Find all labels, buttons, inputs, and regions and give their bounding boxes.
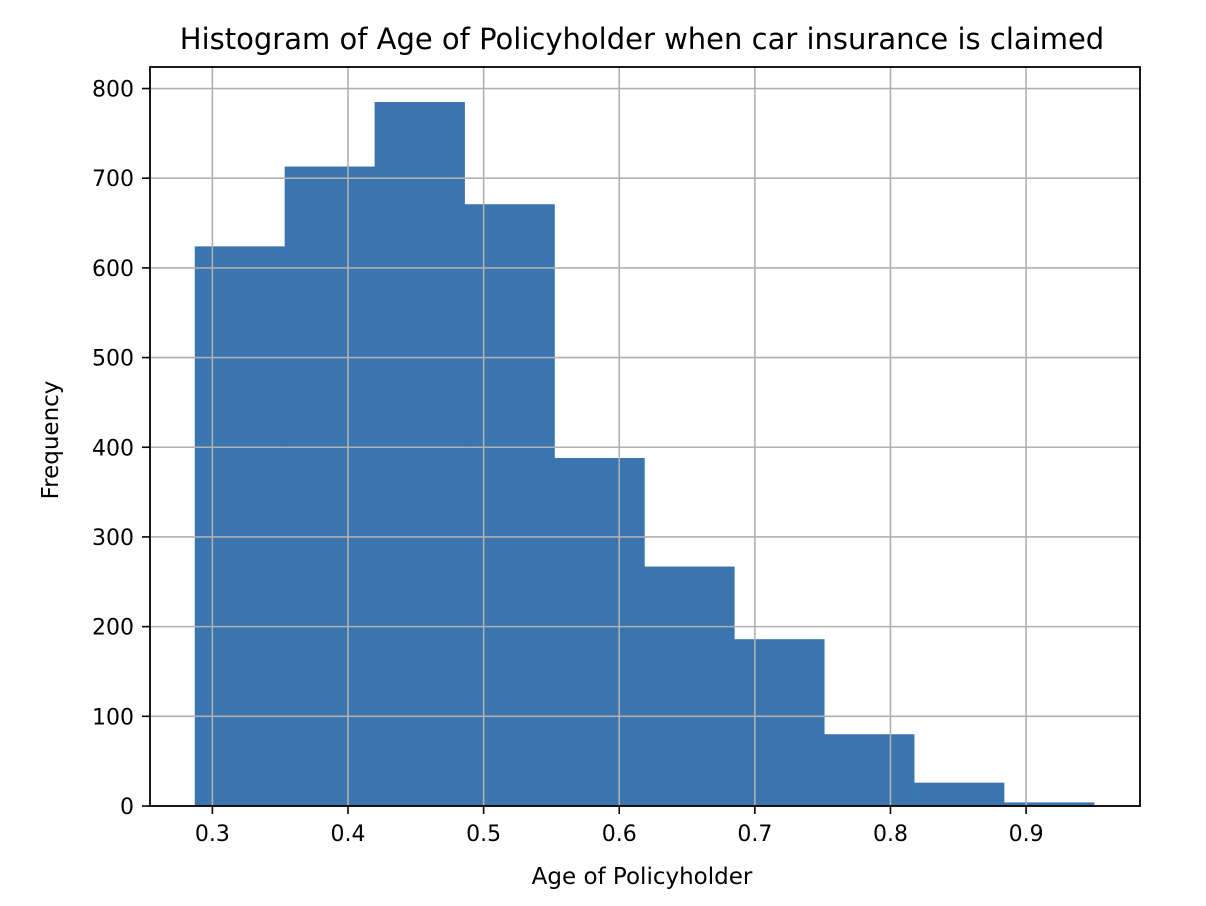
x-tick-label: 0.5 [466, 822, 501, 847]
histogram-bar [644, 566, 735, 806]
histogram-bar [914, 782, 1005, 806]
histogram-bar [194, 246, 286, 806]
chart-title: Histogram of Age of Policyholder when ca… [180, 22, 1104, 56]
histogram-bar [464, 204, 555, 807]
histogram-bar [824, 734, 915, 806]
x-tick-label: 0.4 [331, 822, 366, 847]
y-tick-label: 600 [92, 257, 134, 282]
y-tick-label: 200 [92, 616, 134, 641]
axes-frame [149, 66, 1141, 807]
histogram-bar [284, 166, 375, 807]
x-tick-label: 0.3 [195, 822, 230, 847]
y-tick-label: 0 [120, 795, 134, 820]
x-tick-label: 0.7 [737, 822, 772, 847]
histogram-bar [734, 639, 825, 806]
histogram-bar [554, 458, 645, 806]
x-tick-label: 0.9 [1009, 822, 1044, 847]
histogram-bar [1003, 802, 1095, 806]
y-tick-label: 800 [92, 78, 134, 103]
y-tick-label: 100 [92, 705, 134, 730]
histogram-bar [374, 101, 465, 807]
x-tick-label: 0.6 [602, 822, 637, 847]
plot-area: 0.3 0.4 0.5 0.6 0.7 0.8 0.9 0 100 200 300 400 500 600… [92, 66, 1141, 847]
y-tick-label: 400 [92, 436, 134, 461]
y-tick-label: 500 [92, 347, 134, 372]
y-tick-label: 300 [92, 526, 134, 551]
y-axis-label: Frequency [38, 381, 64, 500]
x-axis-label: Age of Policyholder [532, 864, 753, 890]
y-tick-label: 700 [92, 167, 134, 192]
x-tick-label: 0.8 [873, 822, 908, 847]
